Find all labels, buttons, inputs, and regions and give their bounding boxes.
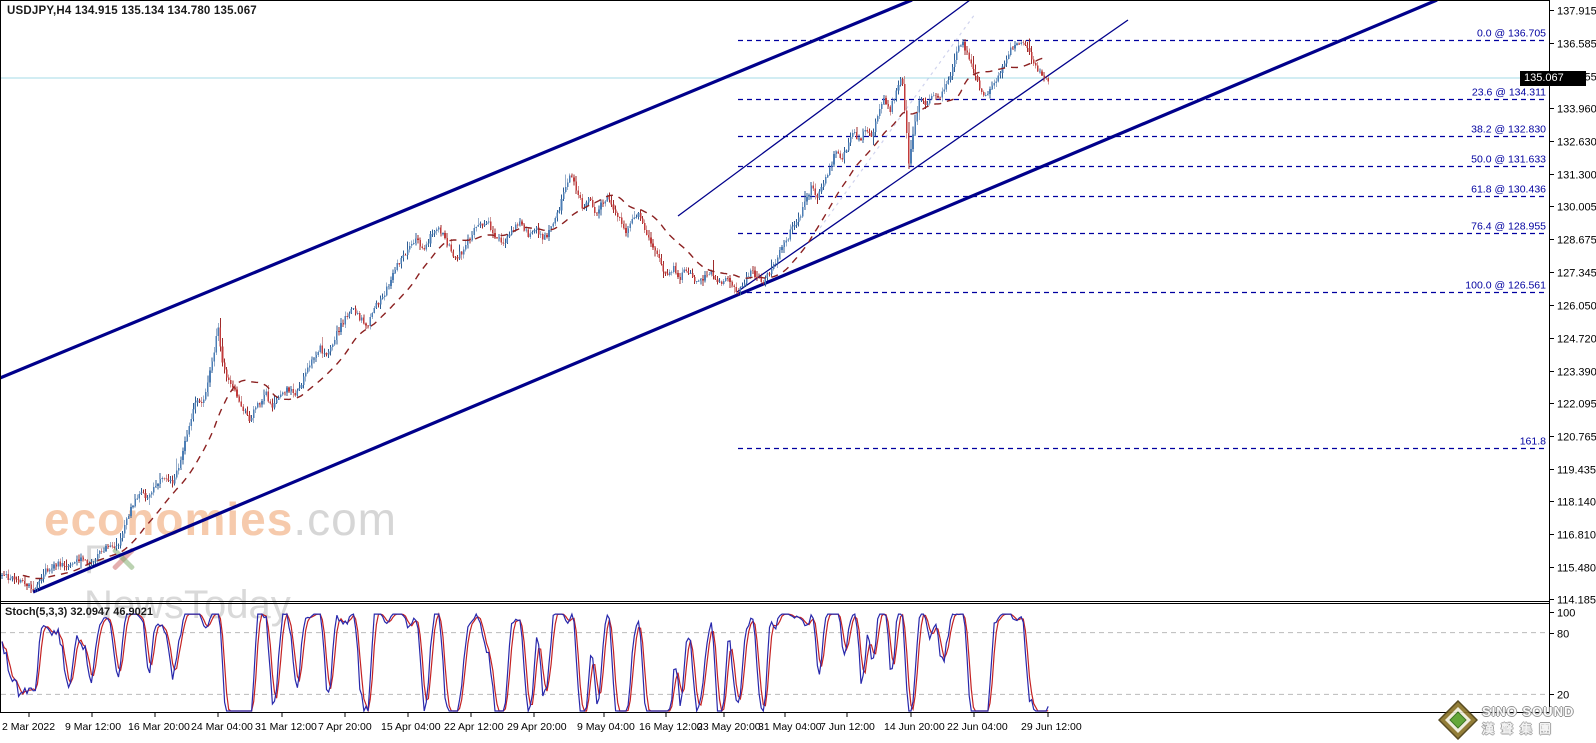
fib-level-label: 23.6 @ 134.311 [1472, 87, 1546, 99]
candles-down-layer [3, 38, 1049, 594]
fib-level-label: 161.8 [1520, 436, 1546, 448]
time-tick-label: 9 May 04:00 [577, 721, 635, 733]
time-tick-label: 15 Apr 04:00 [381, 721, 441, 733]
price-tick-label: 133.960 [1557, 104, 1596, 116]
trendline-channel-upper [0, 0, 913, 380]
time-tick-label: 7 Apr 20:00 [318, 721, 372, 733]
price-tick-label: 115.480 [1557, 563, 1596, 575]
diamond-logo-icon [1438, 700, 1478, 740]
time-tick-label: 22 Apr 12:00 [444, 721, 504, 733]
stoch-tick-label: 20 [1557, 690, 1569, 702]
time-tick-label: 7 Jun 12:00 [820, 721, 875, 733]
price-tick-label: 126.050 [1557, 301, 1596, 313]
stoch-signal-line [1, 612, 1049, 713]
price-tick-label: 119.435 [1557, 465, 1596, 477]
price-tick-label: 123.390 [1557, 367, 1596, 379]
stoch-tick-label: 80 [1557, 629, 1569, 641]
price-tick-label: 127.345 [1557, 268, 1596, 280]
time-tick-label: 31 Mar 12:00 [255, 721, 317, 733]
price-tick-label: 120.765 [1557, 432, 1596, 444]
watermark-fxnewstoday: F NewsToday [84, 538, 291, 628]
price-tick-label: 130.005 [1557, 202, 1596, 214]
trendline-steep-channel-lower [736, 19, 1129, 293]
price-tick-label: 122.095 [1557, 399, 1596, 411]
watermark-newstoday: NewsToday [84, 583, 291, 627]
trendline-channel-lower [32, 0, 1438, 594]
price-tick-label: 118.140 [1557, 497, 1596, 509]
time-tick-label: 22 Jun 04:00 [947, 721, 1008, 733]
price-tick-label: 132.630 [1557, 137, 1596, 149]
time-tick-label: 23 May 20:00 [697, 721, 761, 733]
time-tick-label: 14 Jun 20:00 [884, 721, 945, 733]
time-tick-label: 2 Mar 2022 [2, 721, 55, 733]
chart-title: USDJPY,H4 134.915 135.134 134.780 135.06… [7, 5, 257, 17]
price-tick-label: 114.185 [1557, 595, 1596, 607]
stoch-main-line [1, 612, 1049, 714]
moving-average-line [22, 56, 1049, 580]
price-tick-label: 131.300 [1557, 170, 1596, 182]
price-tick-label: 136.585 [1557, 39, 1596, 51]
logo-name: SINO SOUND [1482, 703, 1575, 719]
stoch-tick-label: 100 [1557, 608, 1575, 620]
price-tick-label: 128.675 [1557, 235, 1596, 247]
price-tick-label: 137.915 [1557, 6, 1596, 18]
time-tick-label: 31 May 04:00 [758, 721, 822, 733]
sino-sound-logo: SINO SOUND 漢聲集團 [1438, 699, 1596, 741]
fib-level-label: 76.4 @ 128.955 [1471, 221, 1546, 233]
trendline-faint-inner-line [819, 13, 976, 229]
fib-level-label: 50.0 @ 131.633 [1471, 154, 1546, 166]
time-tick-label: 29 Jun 12:00 [1021, 721, 1082, 733]
fib-level-label: 38.2 @ 132.830 [1471, 124, 1546, 136]
time-tick-label: 9 Mar 12:00 [65, 721, 121, 733]
price-tick-label: 116.810 [1557, 530, 1596, 542]
stochastic-label: Stoch(5,3,3) 32.0947 46.9021 [5, 606, 153, 618]
time-tick-label: 16 Mar 20:00 [128, 721, 190, 733]
price-tick-label: 124.720 [1557, 334, 1596, 346]
watermark-com: .com [293, 493, 397, 545]
time-tick-label: 24 Mar 04:00 [191, 721, 253, 733]
current-price-tag: 135.067 [1520, 71, 1586, 86]
candles-up-layer [1, 39, 1041, 593]
fib-level-label: 0.0 @ 136.705 [1477, 28, 1546, 40]
fib-level-label: 61.8 @ 130.436 [1471, 184, 1546, 196]
fib-level-label: 100.0 @ 126.561 [1465, 280, 1546, 292]
time-tick-label: 16 May 12:00 [639, 721, 703, 733]
time-tick-label: 29 Apr 20:00 [507, 721, 567, 733]
logo-chinese-name: 漢聲集團 [1482, 721, 1559, 736]
trendline-steep-channel-upper [677, 0, 971, 217]
